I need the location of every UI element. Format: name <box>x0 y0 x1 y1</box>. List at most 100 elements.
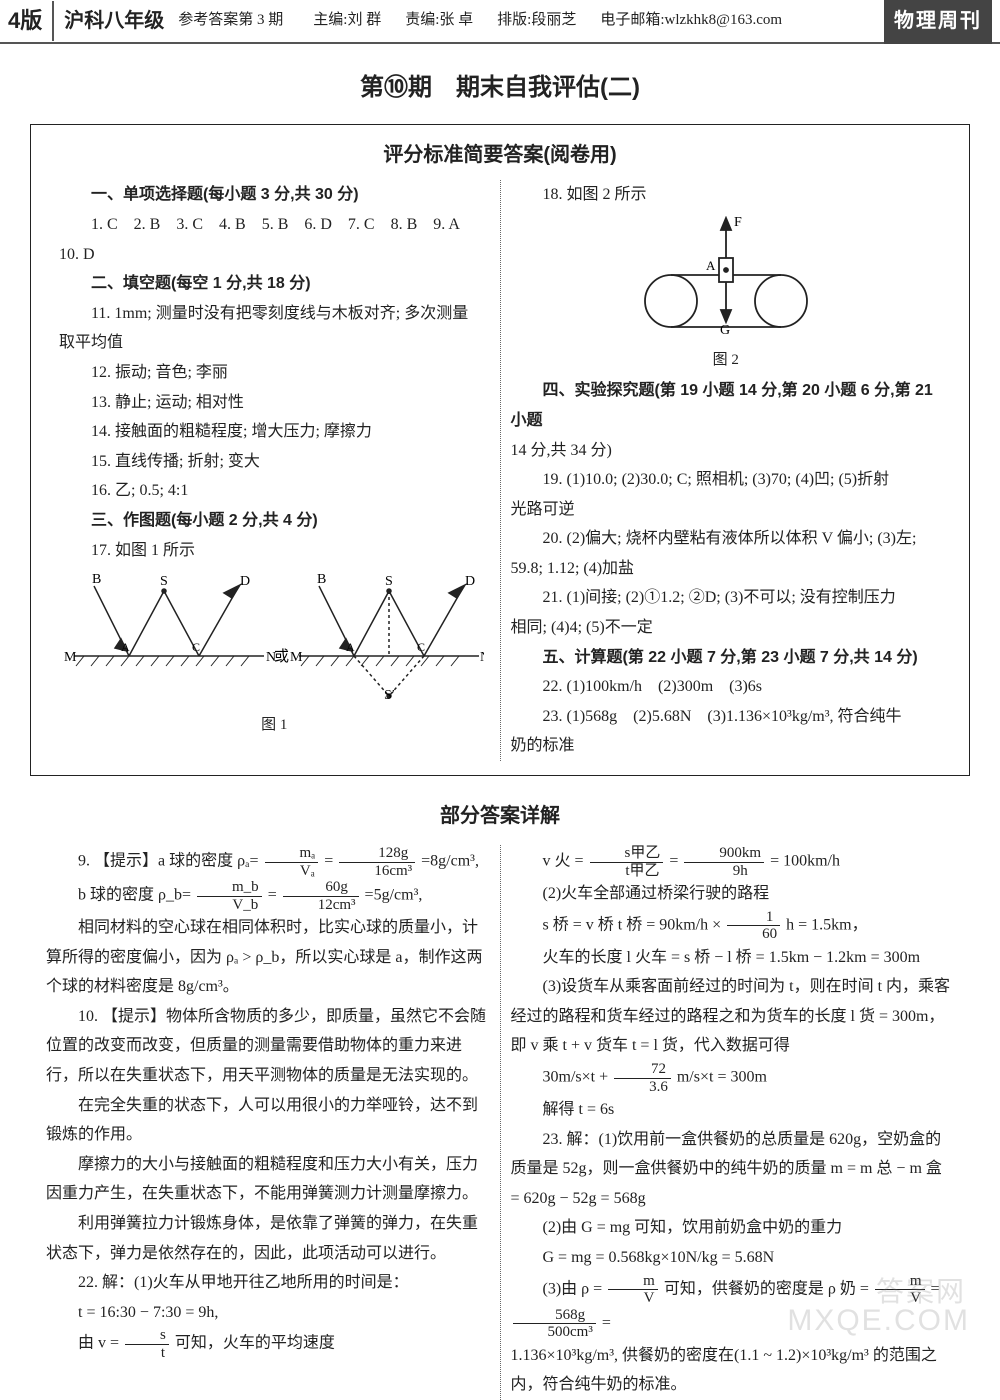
q13: 13. 静止; 运动; 相对性 <box>59 388 490 418</box>
r2: (2)火车全部通过桥梁行驶的路程 <box>511 879 955 909</box>
figure-1: B S D M N A C 或 <box>59 571 490 739</box>
frac: 568g500cm³ <box>513 1307 596 1341</box>
detail-right: v 火 = s甲乙t甲乙 = 900km9h = 100km/h (2)火车全部… <box>501 845 965 1400</box>
r5: (3)设货车从乘客面前经过的时间为 t，则在时间 t 内，乘客经过的路程和货车经… <box>511 972 955 1031</box>
r9: 23. 解：(1)饮用前一盒供餐奶的总质量是 620g，空奶盒的质量是 52g，… <box>511 1125 955 1214</box>
layout-editor: 排版:段丽芝 <box>497 7 576 35</box>
section-1-answers-2: 10. D <box>59 240 490 270</box>
figure-1-svg: B S D M N A C 或 <box>64 571 484 701</box>
figure-2-svg: F A G <box>616 216 836 336</box>
svg-text:C: C <box>417 640 425 654</box>
svg-text:N: N <box>480 650 484 665</box>
svg-text:S′: S′ <box>384 688 395 701</box>
email: 电子邮箱:wlzkhk8@163.com <box>600 7 782 35</box>
q23-a: 23. (1)568g (2)5.68N (3)1.136×10³kg/m³, … <box>511 702 942 732</box>
figure-2: F A G 图 2 <box>511 216 942 374</box>
r8: 解得 t = 6s <box>511 1095 955 1125</box>
q11-b: 取平均值 <box>59 328 490 358</box>
frac: s甲乙t甲乙 <box>590 845 664 879</box>
q19-b: 光路可逆 <box>511 495 942 525</box>
page-number: 4版 <box>8 1 54 42</box>
q14: 14. 接触面的粗糙程度; 增大压力; 摩擦力 <box>59 417 490 447</box>
q15: 15. 直线传播; 折射; 变大 <box>59 447 490 477</box>
answers-left-column: 一、单项选择题(每小题 3 分,共 30 分) 1. C 2. B 3. C 4… <box>49 180 501 761</box>
answer-box: 评分标准简要答案(阅卷用) 一、单项选择题(每小题 3 分,共 30 分) 1.… <box>30 124 970 776</box>
section-1-answers: 1. C 2. B 3. C 4. B 5. B 6. D 7. C 8. B … <box>59 210 490 240</box>
svg-text:C: C <box>192 640 200 654</box>
figure-1-caption: 图 1 <box>59 712 490 740</box>
svg-text:M: M <box>64 650 77 665</box>
frac: 60g12cm³ <box>283 879 359 913</box>
r11: G = mg = 0.568kg×10N/kg = 5.68N <box>511 1243 955 1273</box>
svg-text:或: 或 <box>274 648 289 665</box>
publication-badge: 物理周刊 <box>884 0 992 44</box>
frac: 128g16cm³ <box>339 845 415 879</box>
section-1-heading: 一、单项选择题(每小题 3 分,共 30 分) <box>59 180 490 210</box>
q12: 12. 振动; 音色; 李丽 <box>59 358 490 388</box>
d9-para: 相同材料的空心球在相同体积时，比实心球的质量小，计算所得的密度偏小，因为 ρₐ … <box>46 913 490 1002</box>
section-4-heading-cont: 14 分,共 34 分) <box>511 436 942 466</box>
svg-text:B: B <box>317 572 326 587</box>
r7: 30m/s×t + 723.6 m/s×t = 300m <box>511 1061 955 1095</box>
box-title: 评分标准简要答案(阅卷用) <box>49 137 951 174</box>
r12: (3)由 ρ = mV 可知，供餐奶的密度是 ρ 奶 = mV = 568g50… <box>511 1273 955 1341</box>
q20-a: 20. (2)偏大; 烧杯内壁粘有液体所以体积 V 偏小; (3)左; <box>511 524 942 554</box>
svg-text:A: A <box>706 258 716 273</box>
q19-a: 19. (1)10.0; (2)30.0; C; 照相机; (3)70; (4)… <box>511 465 942 495</box>
d9-line2: b 球的密度 ρ_b= m_bV_b = 60g12cm³ =5g/cm³, <box>46 879 490 913</box>
svg-text:D: D <box>465 574 475 589</box>
frac: mV <box>875 1273 925 1307</box>
svg-text:F: F <box>734 216 742 230</box>
detail-left: 9. 【提示】a 球的密度 ρₐ= mₐVₐ = 128g16cm³ =8g/c… <box>36 845 501 1400</box>
r1: v 火 = s甲乙t甲乙 = 900km9h = 100km/h <box>511 845 955 879</box>
svg-text:A: A <box>121 640 130 654</box>
r4: 火车的长度 l 火车 = s 桥 − l 桥 = 1.5km − 1.2km =… <box>511 943 955 973</box>
svg-text:S: S <box>385 574 393 589</box>
q21-b: 相同; (4)4; (5)不一定 <box>511 613 942 643</box>
grade-label: 沪科八年级 <box>64 3 164 40</box>
issue-label: 参考答案第 3 期 <box>178 7 283 35</box>
svg-text:B: B <box>92 572 101 587</box>
svg-text:S: S <box>160 574 168 589</box>
answers-right-column: 18. 如图 2 所示 F <box>501 180 952 761</box>
section-3-heading: 三、作图题(每小题 2 分,共 4 分) <box>59 506 490 536</box>
svg-text:D: D <box>240 574 250 589</box>
q23-b: 奶的标准 <box>511 731 942 761</box>
d10-p4: 利用弹簧拉力计锻炼身体，是依靠了弹簧的弹力，在失重状态下，弹力是依然存在的，因此… <box>46 1209 490 1268</box>
q22: 22. (1)100km/h (2)300m (3)6s <box>511 672 942 702</box>
svg-text:G: G <box>720 323 730 336</box>
frac: 723.6 <box>614 1061 671 1095</box>
q11-a: 11. 1mm; 测量时没有把零刻度线与木板对齐; 多次测量 <box>59 299 490 329</box>
frac: m_bV_b <box>197 879 262 913</box>
frac: st <box>125 1327 169 1361</box>
frac: 900km9h <box>684 845 764 879</box>
frac: mₐVₐ <box>265 845 319 879</box>
frac: mV <box>608 1273 658 1307</box>
svg-text:M: M <box>290 650 303 665</box>
d10-p1: 10. 【提示】物体所含物质的多少，即质量，虽然它不会随位置的改变而改变，但质量… <box>46 1002 490 1091</box>
q20-b: 59.8; 1.12; (4)加盐 <box>511 554 942 584</box>
d22-l3: 由 v = st 可知，火车的平均速度 <box>46 1327 490 1361</box>
frac: 160 <box>727 909 780 943</box>
r6: 即 v 乘 t + v 货车 t = l 货，代入数据可得 <box>511 1031 955 1061</box>
d9-line1: 9. 【提示】a 球的密度 ρₐ= mₐVₐ = 128g16cm³ =8g/c… <box>46 845 490 879</box>
r3: s 桥 = v 桥 t 桥 = 90km/h × 160 h = 1.5km， <box>511 909 955 943</box>
q16: 16. 乙; 0.5; 4:1 <box>59 476 490 506</box>
d22-l1: 22. 解：(1)火车从甲地开往乙地所用的时间是： <box>46 1268 490 1298</box>
section-2-heading: 二、填空题(每空 1 分,共 18 分) <box>59 269 490 299</box>
main-title: 第⑩期 期末自我评估(二) <box>0 66 1000 110</box>
chief-editor: 主编:刘 群 <box>313 7 381 35</box>
detail-title: 部分答案详解 <box>0 798 1000 835</box>
q21-a: 21. (1)间接; (2)①1.2; ②D; (3)不可以; 没有控制压力 <box>511 583 942 613</box>
d22-l2: t = 16:30 − 7:30 = 9h, <box>46 1298 490 1328</box>
q18: 18. 如图 2 所示 <box>511 180 942 210</box>
responsible-editor: 责编:张 卓 <box>405 7 473 35</box>
detail-columns: 9. 【提示】a 球的密度 ρₐ= mₐVₐ = 128g16cm³ =8g/c… <box>36 845 964 1400</box>
r13: 1.136×10³kg/m³, 供餐奶的密度在(1.1 ~ 1.2)×10³kg… <box>511 1341 955 1400</box>
q17: 17. 如图 1 所示 <box>59 536 490 566</box>
d10-p3: 摩擦力的大小与接触面的粗糙程度和压力大小有关，压力因重力产生，在失重状态下，不能… <box>46 1150 490 1209</box>
page-header: 4版 沪科八年级 参考答案第 3 期 主编:刘 群 责编:张 卓 排版:段丽芝 … <box>0 0 1000 44</box>
r10: (2)由 G = mg 可知，饮用前奶盒中奶的重力 <box>511 1213 955 1243</box>
section-5-heading: 五、计算题(第 22 小题 7 分,第 23 小题 7 分,共 14 分) <box>511 643 942 673</box>
section-4-heading: 四、实验探究题(第 19 小题 14 分,第 20 小题 6 分,第 21 小题 <box>511 376 942 435</box>
